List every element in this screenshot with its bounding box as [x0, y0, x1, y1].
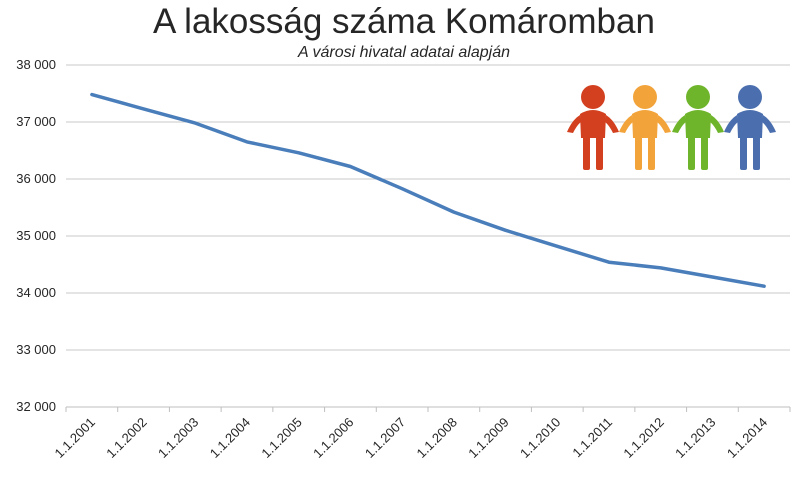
x-tick-label: 1.1.2006	[310, 415, 356, 461]
x-tick-label: 1.1.2007	[362, 415, 408, 461]
x-tick-label: 1.1.2012	[620, 415, 666, 461]
x-axis-ticks: 1.1.2001 1.1.2002 1.1.2003 1.1.2004 1.1.2005…	[52, 407, 791, 461]
x-tick-label: 1.1.2001	[52, 415, 98, 461]
y-tick-label: 33 000	[16, 342, 56, 357]
person-blue-icon	[724, 85, 776, 170]
series-line	[90, 92, 766, 288]
y-tick-label: 36 000	[16, 171, 56, 186]
x-tick-label: 1.1.2002	[103, 415, 149, 461]
x-tick-label: 1.1.2004	[207, 415, 253, 461]
person-green-icon	[672, 85, 724, 170]
series-lines	[90, 92, 766, 288]
y-tick-label: 37 000	[16, 114, 56, 129]
x-tick-label: 1.1.2014	[724, 415, 770, 461]
x-tick-label: 1.1.2013	[672, 415, 718, 461]
person-red-icon	[567, 85, 619, 170]
y-tick-label: 38 000	[16, 57, 56, 72]
x-tick-label: 1.1.2005	[258, 415, 304, 461]
y-axis-ticks: 32 000 33 000 34 000 35 000 36 000 37 000 38 0…	[16, 57, 56, 414]
y-tick-label: 32 000	[16, 399, 56, 414]
y-tick-label: 35 000	[16, 228, 56, 243]
x-tick-label: 1.1.2011	[569, 415, 615, 461]
chart-title: A lakosság száma Komáromban	[153, 2, 655, 41]
chart-subtitle: A városi hivatal adatai alapján	[297, 44, 510, 61]
people-illustration	[567, 85, 776, 170]
y-tick-label: 34 000	[16, 285, 56, 300]
x-tick-label: 1.1.2009	[465, 415, 511, 461]
person-orange-icon	[619, 85, 671, 170]
x-tick-label: 1.1.2003	[155, 415, 201, 461]
x-tick-label: 1.1.2008	[414, 415, 460, 461]
x-tick-label: 1.1.2010	[517, 415, 563, 461]
